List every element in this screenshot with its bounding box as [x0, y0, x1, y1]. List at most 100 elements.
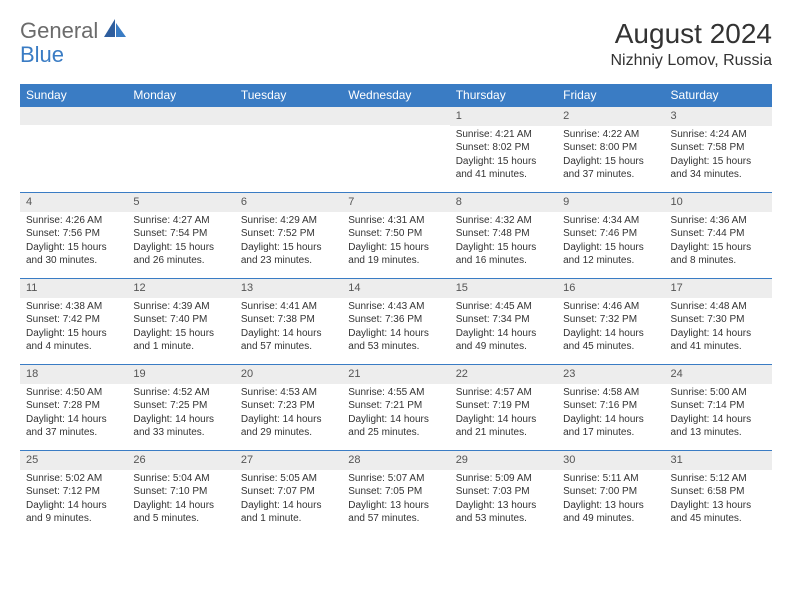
weekday-header: Saturday	[665, 84, 772, 107]
daylight-line1: Daylight: 13 hours	[563, 499, 658, 513]
calendar-day-cell: 28Sunrise: 5:07 AMSunset: 7:05 PMDayligh…	[342, 451, 449, 537]
day-body: Sunrise: 4:50 AMSunset: 7:28 PMDaylight:…	[20, 384, 127, 444]
sunset: Sunset: 7:30 PM	[671, 313, 766, 327]
daylight-line1: Daylight: 15 hours	[671, 155, 766, 169]
day-number: 14	[342, 279, 449, 298]
day-number: 15	[450, 279, 557, 298]
daylight-line2: and 37 minutes.	[563, 168, 658, 182]
daylight-line1: Daylight: 13 hours	[456, 499, 551, 513]
calendar-day-cell: 14Sunrise: 4:43 AMSunset: 7:36 PMDayligh…	[342, 279, 449, 365]
daylight-line2: and 57 minutes.	[241, 340, 336, 354]
logo-sail-icon	[104, 19, 126, 44]
calendar-day-cell: 19Sunrise: 4:52 AMSunset: 7:25 PMDayligh…	[127, 365, 234, 451]
day-body: Sunrise: 5:05 AMSunset: 7:07 PMDaylight:…	[235, 470, 342, 530]
day-body: Sunrise: 5:09 AMSunset: 7:03 PMDaylight:…	[450, 470, 557, 530]
calendar-week-row: 25Sunrise: 5:02 AMSunset: 7:12 PMDayligh…	[20, 451, 772, 537]
daylight-line2: and 25 minutes.	[348, 426, 443, 440]
sunrise: Sunrise: 4:24 AM	[671, 128, 766, 142]
calendar-day-cell	[127, 107, 234, 193]
weekday-header: Tuesday	[235, 84, 342, 107]
daylight-line2: and 34 minutes.	[671, 168, 766, 182]
calendar-day-cell: 25Sunrise: 5:02 AMSunset: 7:12 PMDayligh…	[20, 451, 127, 537]
daylight-line2: and 41 minutes.	[671, 340, 766, 354]
day-body: Sunrise: 4:21 AMSunset: 8:02 PMDaylight:…	[450, 126, 557, 186]
sunrise: Sunrise: 4:29 AM	[241, 214, 336, 228]
day-body: Sunrise: 4:36 AMSunset: 7:44 PMDaylight:…	[665, 212, 772, 272]
logo: General	[20, 18, 130, 44]
sunset: Sunset: 7:21 PM	[348, 399, 443, 413]
sunset: Sunset: 7:40 PM	[133, 313, 228, 327]
daylight-line2: and 1 minute.	[133, 340, 228, 354]
day-number: 30	[557, 451, 664, 470]
month-title: August 2024	[610, 18, 772, 50]
weekday-header: Friday	[557, 84, 664, 107]
calendar-day-cell	[342, 107, 449, 193]
sunrise: Sunrise: 5:05 AM	[241, 472, 336, 486]
sunrise: Sunrise: 4:43 AM	[348, 300, 443, 314]
sunrise: Sunrise: 4:34 AM	[563, 214, 658, 228]
calendar-day-cell	[235, 107, 342, 193]
calendar-day-cell: 12Sunrise: 4:39 AMSunset: 7:40 PMDayligh…	[127, 279, 234, 365]
empty-day	[235, 107, 342, 125]
daylight-line2: and 49 minutes.	[563, 512, 658, 526]
day-number: 29	[450, 451, 557, 470]
weekday-header: Wednesday	[342, 84, 449, 107]
calendar-day-cell: 24Sunrise: 5:00 AMSunset: 7:14 PMDayligh…	[665, 365, 772, 451]
day-body: Sunrise: 5:02 AMSunset: 7:12 PMDaylight:…	[20, 470, 127, 530]
sunrise: Sunrise: 4:50 AM	[26, 386, 121, 400]
calendar-day-cell: 4Sunrise: 4:26 AMSunset: 7:56 PMDaylight…	[20, 193, 127, 279]
daylight-line2: and 33 minutes.	[133, 426, 228, 440]
sunset: Sunset: 7:07 PM	[241, 485, 336, 499]
calendar-day-cell: 18Sunrise: 4:50 AMSunset: 7:28 PMDayligh…	[20, 365, 127, 451]
calendar-day-cell: 6Sunrise: 4:29 AMSunset: 7:52 PMDaylight…	[235, 193, 342, 279]
day-body: Sunrise: 4:27 AMSunset: 7:54 PMDaylight:…	[127, 212, 234, 272]
day-body: Sunrise: 4:38 AMSunset: 7:42 PMDaylight:…	[20, 298, 127, 358]
day-body: Sunrise: 4:22 AMSunset: 8:00 PMDaylight:…	[557, 126, 664, 186]
sunset: Sunset: 7:34 PM	[456, 313, 551, 327]
day-body: Sunrise: 5:00 AMSunset: 7:14 PMDaylight:…	[665, 384, 772, 444]
sunset: Sunset: 7:28 PM	[26, 399, 121, 413]
calendar-day-cell	[20, 107, 127, 193]
header: General August 2024 Nizhniy Lomov, Russi…	[20, 18, 772, 70]
calendar-day-cell: 5Sunrise: 4:27 AMSunset: 7:54 PMDaylight…	[127, 193, 234, 279]
day-body: Sunrise: 4:43 AMSunset: 7:36 PMDaylight:…	[342, 298, 449, 358]
calendar-day-cell: 1Sunrise: 4:21 AMSunset: 8:02 PMDaylight…	[450, 107, 557, 193]
calendar-body: 1Sunrise: 4:21 AMSunset: 8:02 PMDaylight…	[20, 107, 772, 537]
day-body: Sunrise: 4:29 AMSunset: 7:52 PMDaylight:…	[235, 212, 342, 272]
day-body: Sunrise: 4:45 AMSunset: 7:34 PMDaylight:…	[450, 298, 557, 358]
sunrise: Sunrise: 4:36 AM	[671, 214, 766, 228]
day-body: Sunrise: 4:46 AMSunset: 7:32 PMDaylight:…	[557, 298, 664, 358]
sunset: Sunset: 7:46 PM	[563, 227, 658, 241]
day-body: Sunrise: 4:57 AMSunset: 7:19 PMDaylight:…	[450, 384, 557, 444]
daylight-line1: Daylight: 14 hours	[456, 413, 551, 427]
calendar-day-cell: 22Sunrise: 4:57 AMSunset: 7:19 PMDayligh…	[450, 365, 557, 451]
day-number: 22	[450, 365, 557, 384]
day-number: 1	[450, 107, 557, 126]
day-number: 6	[235, 193, 342, 212]
day-number: 3	[665, 107, 772, 126]
day-number: 9	[557, 193, 664, 212]
day-number: 24	[665, 365, 772, 384]
sunrise: Sunrise: 5:02 AM	[26, 472, 121, 486]
sunrise: Sunrise: 4:53 AM	[241, 386, 336, 400]
daylight-line1: Daylight: 15 hours	[241, 241, 336, 255]
day-body: Sunrise: 5:04 AMSunset: 7:10 PMDaylight:…	[127, 470, 234, 530]
calendar-day-cell: 20Sunrise: 4:53 AMSunset: 7:23 PMDayligh…	[235, 365, 342, 451]
sunset: Sunset: 7:10 PM	[133, 485, 228, 499]
day-body: Sunrise: 4:32 AMSunset: 7:48 PMDaylight:…	[450, 212, 557, 272]
calendar-week-row: 4Sunrise: 4:26 AMSunset: 7:56 PMDaylight…	[20, 193, 772, 279]
daylight-line1: Daylight: 15 hours	[133, 241, 228, 255]
daylight-line2: and 4 minutes.	[26, 340, 121, 354]
logo-text-blue: Blue	[20, 42, 64, 67]
daylight-line2: and 53 minutes.	[348, 340, 443, 354]
sunrise: Sunrise: 4:39 AM	[133, 300, 228, 314]
weekday-header: Monday	[127, 84, 234, 107]
calendar-day-cell: 9Sunrise: 4:34 AMSunset: 7:46 PMDaylight…	[557, 193, 664, 279]
weekday-header: Thursday	[450, 84, 557, 107]
calendar-day-cell: 13Sunrise: 4:41 AMSunset: 7:38 PMDayligh…	[235, 279, 342, 365]
daylight-line2: and 16 minutes.	[456, 254, 551, 268]
calendar-head: SundayMondayTuesdayWednesdayThursdayFrid…	[20, 84, 772, 107]
daylight-line1: Daylight: 14 hours	[348, 327, 443, 341]
sunset: Sunset: 7:38 PM	[241, 313, 336, 327]
sunrise: Sunrise: 4:55 AM	[348, 386, 443, 400]
